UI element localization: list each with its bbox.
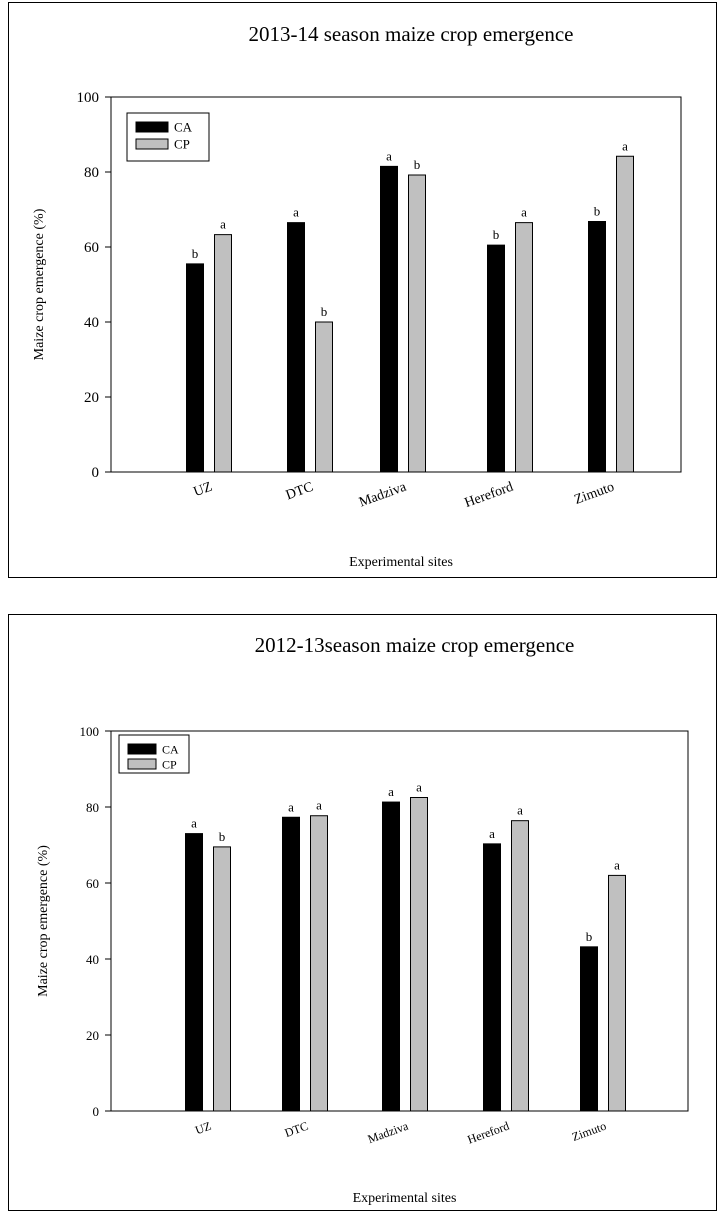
bar-cp-madziva (410, 797, 428, 1112)
significance-letter: b (321, 304, 328, 319)
x-tick-label: DTC (283, 1119, 310, 1140)
legend-swatch-ca (127, 743, 157, 755)
significance-letter: b (594, 204, 601, 219)
significance-letter: b (493, 227, 500, 242)
y-tick-label: 100 (77, 90, 100, 106)
significance-letter: a (316, 798, 322, 813)
bar-cp-hereford (515, 222, 533, 473)
x-tick-label: Zimuto (570, 1119, 608, 1144)
legend-swatch-cp (135, 138, 169, 150)
significance-letter: b (414, 157, 421, 172)
y-tick-label: 80 (86, 800, 99, 815)
bar-ca-zimuto (588, 221, 606, 473)
chart-2013-14-svg: 2013-14 season maize crop emergence 0 20 40… (32, 22, 682, 570)
y-tick-label: 80 (84, 165, 99, 181)
bar-ca-dtc (282, 816, 300, 1112)
bar-ca-uz (186, 263, 204, 473)
x-tick-label: Hereford (463, 480, 516, 511)
x-tick-label: Madziva (366, 1118, 411, 1146)
significance-letter: a (386, 148, 392, 163)
significance-letter: a (220, 217, 226, 232)
legend-swatch-cp (127, 758, 157, 770)
chart-panel-2012-13: 2012-13season maize crop emergence 0 20 40 6… (8, 614, 717, 1211)
y-axis-label: Maize crop emergence (%) (36, 845, 51, 997)
significance-letter: a (521, 205, 527, 220)
bar-ca-madziva (380, 165, 398, 473)
chart-title: 2013-14 season maize crop emergence (249, 22, 574, 46)
bar-ca-dtc (287, 222, 305, 473)
chart-2012-13-svg: 2012-13season maize crop emergence 0 20 40 6… (36, 633, 689, 1206)
x-tick-label: Madziva (357, 479, 409, 510)
y-tick-label: 0 (92, 465, 100, 481)
y-tick-label: 20 (84, 390, 99, 406)
legend-swatch-ca (135, 121, 169, 133)
bar-ca-madziva (382, 801, 400, 1112)
chart-panel-2013-14: 2013-14 season maize crop emergence 0 20 40… (8, 2, 717, 578)
bar-cp-dtc (315, 321, 333, 473)
bar-cp-dtc (310, 815, 328, 1112)
bar-cp-hereford (511, 820, 529, 1112)
y-tick-label: 60 (84, 240, 99, 256)
y-tick-label: 0 (93, 1104, 100, 1119)
significance-letter: b (219, 829, 226, 844)
legend-label-cp: CP (162, 758, 177, 772)
bar-cp-uz (213, 846, 231, 1112)
significance-letter: a (614, 857, 620, 872)
significance-letter: b (586, 929, 593, 944)
x-tick-label: UZ (193, 1119, 213, 1138)
bar-cp-zimuto (616, 155, 634, 473)
chart-title: 2012-13season maize crop emergence (255, 633, 575, 657)
x-axis-label: Experimental sites (349, 555, 453, 570)
y-tick-label: 40 (86, 952, 99, 967)
bar-ca-zimuto (580, 946, 598, 1112)
y-axis-label: Maize crop emergence (%) (32, 208, 47, 360)
legend-box (126, 112, 210, 162)
y-tick-label: 20 (86, 1028, 99, 1043)
significance-letter: a (517, 803, 523, 818)
y-tick-label: 60 (86, 876, 99, 891)
legend-label-cp: CP (174, 137, 190, 152)
y-tick-label: 100 (80, 724, 100, 739)
bar-ca-uz (185, 833, 203, 1112)
x-tick-label: Zimuto (572, 480, 616, 508)
significance-letter: a (293, 205, 299, 220)
x-tick-label: DTC (284, 480, 315, 504)
significance-letter: a (191, 816, 197, 831)
x-tick-label: Hereford (466, 1119, 511, 1147)
significance-letter: a (416, 780, 422, 795)
y-tick-label: 40 (84, 315, 99, 331)
bar-cp-uz (214, 234, 232, 473)
x-axis-label: Experimental sites (353, 1191, 457, 1206)
significance-letter: a (622, 138, 628, 153)
significance-letter: a (288, 799, 294, 814)
significance-letter: b (192, 246, 199, 261)
bar-ca-hereford (483, 843, 501, 1112)
x-tick-label: UZ (192, 480, 215, 500)
legend-label-ca: CA (174, 120, 193, 135)
significance-letter: a (388, 784, 394, 799)
bar-cp-zimuto (608, 874, 626, 1112)
significance-letter: a (489, 826, 495, 841)
bar-cp-madziva (408, 174, 426, 473)
bar-ca-hereford (487, 244, 505, 473)
legend-label-ca: CA (162, 743, 179, 757)
